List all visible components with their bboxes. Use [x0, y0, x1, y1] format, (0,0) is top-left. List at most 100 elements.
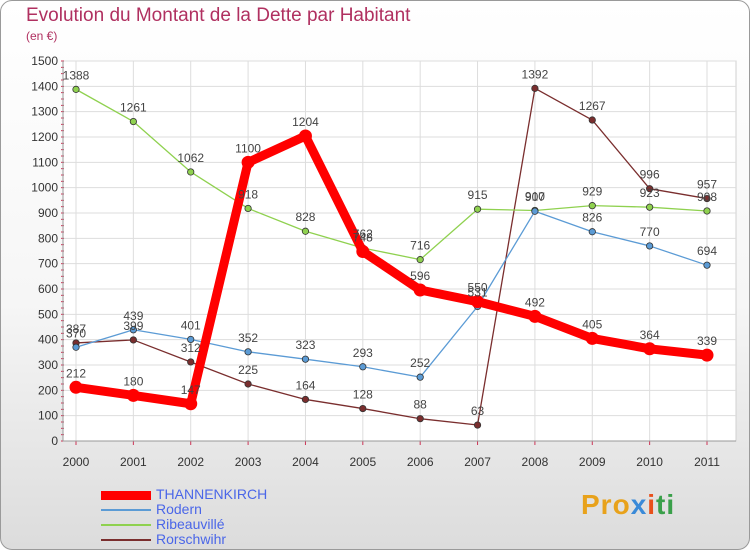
data-label: 312	[181, 341, 201, 355]
data-label: 716	[410, 239, 430, 253]
data-point	[241, 155, 255, 169]
y-tick-label: 1500	[31, 54, 58, 68]
logo-part: ti	[656, 489, 676, 520]
y-tick-label: 400	[38, 333, 58, 347]
legend-item: Ribeauvillé	[101, 516, 361, 532]
data-point	[646, 185, 654, 193]
data-label: 252	[410, 356, 430, 370]
data-label: 828	[295, 210, 315, 224]
data-label: 387	[66, 322, 86, 336]
x-tick-label: 2002	[177, 455, 204, 469]
proxiti-logo: Proxiti	[581, 489, 675, 521]
data-point	[244, 204, 252, 213]
data-label: 957	[697, 178, 717, 192]
chart-subtitle: (en €)	[26, 29, 58, 43]
data-point	[129, 326, 137, 334]
data-point	[69, 380, 83, 394]
axes: 0 100 200 300 400 500 600 700 800 900 1000 1100 1200…	[31, 54, 736, 469]
data-label: 908	[697, 190, 717, 204]
data-label: 147	[181, 383, 201, 397]
data-point	[129, 336, 137, 344]
x-tick-label: 2011	[694, 455, 720, 469]
x-tick-label: 2010	[636, 455, 663, 469]
data-label: 225	[238, 363, 258, 377]
data-point	[129, 117, 137, 126]
data-label: 1392	[522, 67, 549, 81]
series-thannenkirch	[69, 129, 714, 411]
y-tick-label: 1400	[31, 79, 58, 93]
data-label: 401	[181, 318, 201, 332]
data-label-layer: 387 399 312 225 164 128 88 63 1392 1267 996 957 1388…	[63, 67, 718, 418]
data-label: 399	[123, 319, 143, 333]
chart-title: Evolution du Montant de la Dette par Hab…	[26, 5, 411, 26]
logo-part: i	[647, 489, 657, 520]
y-tick-label: 0	[51, 434, 58, 448]
series-line	[75, 87, 708, 426]
data-point	[531, 84, 539, 92]
legend-label: Rorschwihr	[156, 531, 227, 547]
data-label: 550	[468, 281, 488, 295]
data-point	[72, 85, 80, 93]
y-tick-label: 500	[38, 307, 58, 321]
data-label: 907	[525, 190, 545, 204]
data-point	[244, 380, 252, 388]
logo-part: Pro	[581, 489, 631, 520]
y-tick-label: 300	[38, 358, 58, 372]
data-point	[646, 242, 654, 250]
data-label: 293	[353, 346, 373, 360]
legend-swatch	[101, 490, 151, 500]
data-point	[187, 168, 195, 176]
data-label: 923	[640, 186, 660, 200]
grid	[63, 60, 736, 442]
x-tick-label: 2001	[120, 455, 147, 469]
plot-area	[62, 60, 737, 442]
data-label: 339	[697, 334, 717, 348]
data-point	[72, 343, 80, 351]
data-point	[528, 309, 542, 323]
data-point	[703, 261, 711, 269]
data-label: 748	[353, 231, 373, 245]
data-label: 63	[471, 404, 485, 418]
legend-label: Ribeauvillé	[156, 516, 225, 532]
series-line	[75, 88, 708, 261]
data-label: 531	[468, 285, 488, 299]
data-label: 915	[468, 188, 488, 202]
legend-item: Rorschwihr	[101, 531, 361, 547]
data-point	[416, 256, 424, 264]
data-label: 405	[582, 317, 602, 331]
legend-item: Rodern	[101, 501, 361, 517]
data-point	[473, 421, 482, 429]
data-label: 370	[66, 326, 86, 340]
data-label: 364	[640, 328, 660, 342]
logo-part: x	[630, 489, 648, 520]
legend-item: THANNENKIRCH	[101, 486, 361, 502]
data-label: 1261	[120, 101, 147, 115]
data-point	[126, 388, 140, 402]
data-point	[301, 227, 310, 235]
y-tick-label: 1300	[31, 105, 58, 119]
data-label: 929	[582, 185, 602, 199]
data-point	[184, 397, 198, 411]
data-point	[359, 404, 367, 413]
legend-swatch	[101, 524, 151, 526]
data-label: 439	[123, 309, 143, 323]
data-point	[187, 335, 195, 344]
x-tick-label: 2006	[407, 455, 434, 469]
y-tick-label: 1100	[32, 155, 58, 169]
data-label: 164	[295, 378, 315, 392]
data-point	[244, 348, 252, 356]
data-label: 910	[525, 189, 545, 203]
y-tick-label: 100	[38, 409, 58, 423]
data-point	[471, 295, 485, 309]
x-tick-label: 2005	[349, 455, 376, 469]
data-point	[588, 116, 596, 124]
series-line	[75, 210, 708, 378]
data-point	[416, 415, 424, 423]
data-label: 352	[238, 331, 258, 345]
x-tick-label: 2004	[292, 455, 319, 469]
y-tick-label: 700	[38, 257, 58, 271]
x-tick-label: 2003	[235, 455, 262, 469]
y-tick-label: 900	[38, 206, 58, 220]
data-label: 1388	[63, 68, 90, 82]
